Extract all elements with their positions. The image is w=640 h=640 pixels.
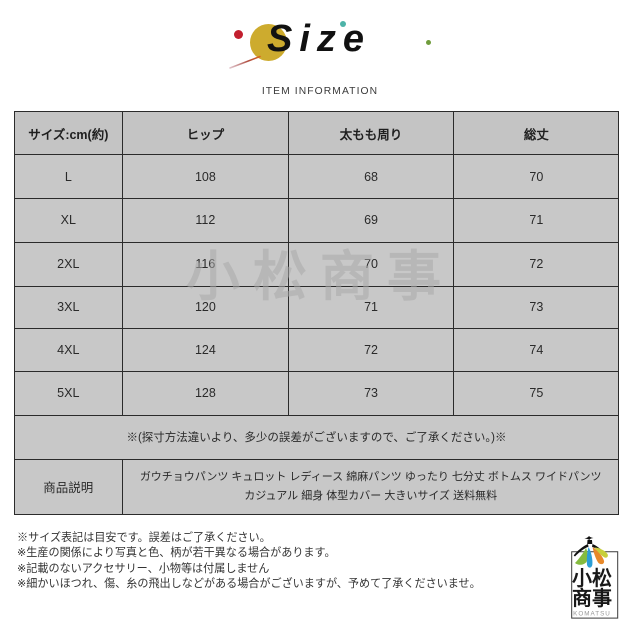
svg-text:商: 商	[572, 586, 592, 610]
svg-text:KOMATSU: KOMATSU	[573, 611, 611, 618]
svg-text:小: 小	[572, 567, 592, 590]
svg-text:松: 松	[592, 567, 612, 590]
svg-text:事: 事	[592, 586, 612, 610]
